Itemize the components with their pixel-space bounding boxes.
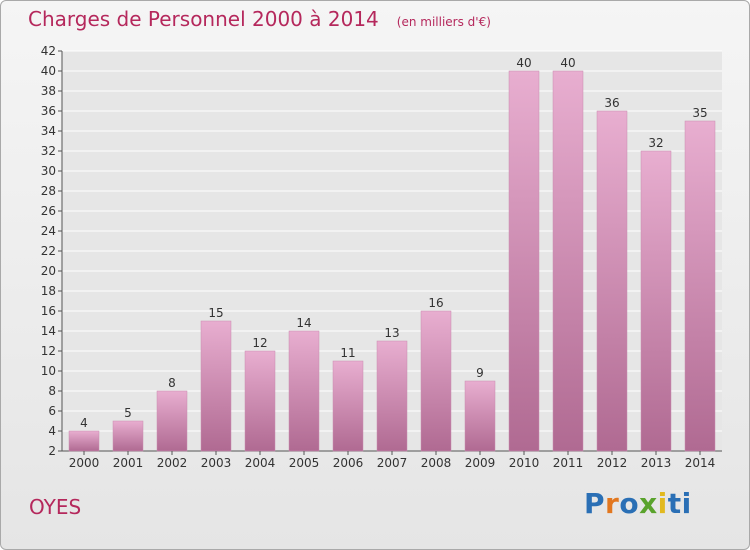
data-label: 36 xyxy=(604,96,619,110)
data-label: 32 xyxy=(648,136,663,150)
x-tick-label: 2001 xyxy=(113,456,144,470)
y-tick-label: 8 xyxy=(48,384,56,398)
bar xyxy=(640,150,672,452)
y-tick-label: 42 xyxy=(41,44,56,58)
bar xyxy=(552,70,584,452)
y-tick-label: 22 xyxy=(41,244,56,258)
bar xyxy=(376,340,408,452)
x-tick-label: 2000 xyxy=(69,456,100,470)
bar xyxy=(68,430,100,452)
y-tick-label: 2 xyxy=(48,444,56,458)
y-tick-label: 30 xyxy=(41,164,56,178)
logo-letter: r xyxy=(605,487,620,520)
y-tick-label: 6 xyxy=(48,404,56,418)
data-label: 35 xyxy=(692,106,707,120)
logo-letter: x xyxy=(639,487,658,520)
y-tick-label: 14 xyxy=(41,324,56,338)
bar xyxy=(420,310,452,452)
y-tick-label: 32 xyxy=(41,144,56,158)
bar xyxy=(244,350,276,452)
bar xyxy=(288,330,320,452)
data-label: 9 xyxy=(476,366,484,380)
bar xyxy=(112,420,144,452)
y-tick-label: 12 xyxy=(41,344,56,358)
y-tick-label: 18 xyxy=(41,284,56,298)
proxiti-logo: Proxiti xyxy=(584,487,692,520)
data-label: 40 xyxy=(560,56,575,70)
y-tick-label: 34 xyxy=(41,124,56,138)
data-label: 40 xyxy=(516,56,531,70)
x-tick-label: 2007 xyxy=(377,456,408,470)
chart-title-text: Charges de Personnel 2000 à 2014 xyxy=(28,7,379,31)
bar xyxy=(684,120,716,452)
x-tick-label: 2008 xyxy=(421,456,452,470)
commune-name: OYES xyxy=(29,495,82,519)
data-label: 5 xyxy=(124,406,132,420)
x-tick-label: 2005 xyxy=(289,456,320,470)
x-tick-label: 2010 xyxy=(509,456,540,470)
bar xyxy=(332,360,364,452)
x-tick-label: 2003 xyxy=(201,456,232,470)
x-tick-label: 2009 xyxy=(465,456,496,470)
x-tick-label: 2013 xyxy=(641,456,672,470)
logo-letter: i xyxy=(657,487,668,520)
x-tick-label: 2014 xyxy=(685,456,716,470)
x-tick-label: 2011 xyxy=(553,456,584,470)
y-tick-label: 10 xyxy=(41,364,56,378)
data-label: 4 xyxy=(80,416,88,430)
y-tick-label: 28 xyxy=(41,184,56,198)
chart-title: Charges de Personnel 2000 à 2014 (en mill… xyxy=(28,7,491,31)
y-tick-label: 16 xyxy=(41,304,56,318)
bar xyxy=(200,320,232,452)
x-tick-label: 2006 xyxy=(333,456,364,470)
data-label: 8 xyxy=(168,376,176,390)
bar xyxy=(508,70,540,452)
x-tick-label: 2004 xyxy=(245,456,276,470)
logo-letter: t xyxy=(667,487,682,520)
y-tick-label: 38 xyxy=(41,84,56,98)
bar xyxy=(464,380,496,452)
bar xyxy=(596,110,628,452)
data-label: 16 xyxy=(428,296,443,310)
logo-letter: o xyxy=(619,487,640,520)
y-tick-label: 20 xyxy=(41,264,56,278)
y-tick-label: 26 xyxy=(41,204,56,218)
data-label: 14 xyxy=(296,316,311,330)
y-tick-label: 40 xyxy=(41,64,56,78)
data-label: 12 xyxy=(252,336,267,350)
y-tick-label: 4 xyxy=(48,424,56,438)
y-tick-label: 24 xyxy=(41,224,56,238)
data-label: 15 xyxy=(208,306,223,320)
logo-letter: P xyxy=(584,487,606,520)
x-tick-label: 2012 xyxy=(597,456,628,470)
logo-letter: i xyxy=(681,487,692,520)
bar xyxy=(156,390,188,452)
data-label: 13 xyxy=(384,326,399,340)
y-tick-label: 36 xyxy=(41,104,56,118)
chart-subtitle: (en milliers d'€) xyxy=(396,15,491,29)
data-label: 11 xyxy=(340,346,355,360)
x-tick-label: 2002 xyxy=(157,456,188,470)
